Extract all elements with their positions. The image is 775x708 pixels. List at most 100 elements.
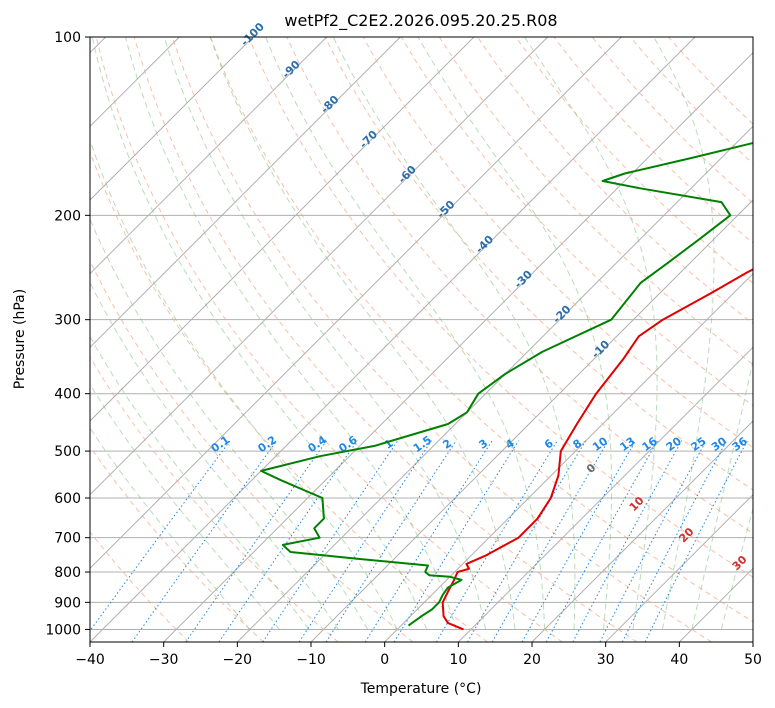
mixing-ratio-line <box>393 440 520 642</box>
moist-adiabat <box>90 427 251 630</box>
mixing-ratio-line <box>491 440 609 642</box>
isotherm-line <box>90 37 696 642</box>
moist-adiabat <box>720 506 753 630</box>
mixing-ratio-label: 3 <box>477 437 491 452</box>
mixing-ratio-line <box>325 440 457 642</box>
isotherm-line <box>310 199 753 642</box>
moist-adiabat <box>90 335 310 630</box>
moist-adiabat <box>125 37 457 630</box>
dry-adiabat <box>90 531 190 642</box>
temperature-profile <box>441 268 753 631</box>
mixing-ratio-line <box>572 440 683 642</box>
x-tick-label: 40 <box>670 652 688 668</box>
moist-adiabat <box>90 217 369 630</box>
dry-adiabat <box>248 37 753 578</box>
dry-adiabat <box>668 37 753 125</box>
moist-adiabat-label: 20 <box>676 525 696 545</box>
y-tick-label: 800 <box>54 565 81 581</box>
y-tick-label: 900 <box>54 595 81 611</box>
dry-adiabat-label: -50 <box>434 198 457 221</box>
x-tick-label: 50 <box>744 652 762 668</box>
moist-adiabat <box>691 358 753 630</box>
dry-adiabat <box>133 37 638 642</box>
dry-adiabat <box>400 37 753 407</box>
isotherm-line <box>752 641 753 642</box>
isotherm-line <box>90 37 328 275</box>
dry-adiabat-label: -70 <box>357 128 380 151</box>
isotherm-line <box>678 567 753 642</box>
dry-adiabat-label: -10 <box>589 338 612 361</box>
mixing-ratio-label: 6 <box>542 437 556 452</box>
isotherm-line <box>457 346 753 642</box>
y-tick-label: 300 <box>54 313 81 329</box>
mixing-ratio-line <box>364 440 493 642</box>
isotherm-line <box>90 37 549 496</box>
mixing-ratio-label: 1.5 <box>411 433 434 455</box>
dry-adiabat-label: -80 <box>318 93 341 116</box>
profiles <box>260 141 753 631</box>
isotherm-line <box>236 125 753 642</box>
dry-adiabat <box>515 37 753 284</box>
dry-adiabat <box>171 37 712 642</box>
mixing-ratio-line <box>131 440 278 642</box>
chart-title: wetPf2_C2E2.2026.095.20.25.R08 <box>284 11 557 31</box>
x-axis: −40 −30 −20 −10 0 10 20 30 40 50 <box>75 642 762 668</box>
x-tick-label: −40 <box>75 652 105 668</box>
mixing-ratio-label: 2 <box>440 437 454 452</box>
moist-adiabat <box>332 37 576 630</box>
isotherm-line <box>90 37 254 201</box>
isotherm-line <box>605 493 753 642</box>
mixing-ratio-label: 0.4 <box>306 433 330 455</box>
x-tick-label: −20 <box>223 652 253 668</box>
moist-adiabat <box>653 37 715 630</box>
y-tick-label: 400 <box>54 387 81 403</box>
y-tick-label: 200 <box>54 208 81 224</box>
dry-adiabat <box>90 259 414 642</box>
isotherm-line <box>163 51 753 642</box>
moist-adiabat-label: 30 <box>730 553 750 573</box>
dry-adiabat <box>95 37 563 642</box>
isotherm-line <box>384 272 753 642</box>
mixing-ratio-line <box>262 440 399 642</box>
dry-adiabat <box>286 37 753 534</box>
isotherm-line <box>531 420 753 642</box>
plot-frame <box>89 36 754 643</box>
x-axis-title: Temperature (°C) <box>360 681 482 697</box>
dry-adiabat-label: -20 <box>550 303 573 326</box>
background-lines <box>90 37 753 642</box>
dry-adiabat <box>477 37 753 325</box>
dry-adiabat-label: -100 <box>238 20 267 49</box>
mixing-ratio-line <box>599 440 707 642</box>
moist-adiabat <box>524 37 658 630</box>
moist-adiabat <box>90 138 398 630</box>
y-tick-label: 1000 <box>45 622 81 638</box>
dewpoint-profile <box>260 141 753 627</box>
isotherm-line <box>90 37 622 570</box>
mixing-ratio-line <box>644 440 748 642</box>
y-tick-label: 500 <box>54 444 81 460</box>
isotherm-line <box>90 37 401 349</box>
moist-adiabat <box>209 37 516 630</box>
y-tick-label: 700 <box>54 531 81 547</box>
dry-adiabat <box>90 445 264 642</box>
y-axis: 100 200 300 400 500 600 700 800 900 1000 <box>45 30 90 638</box>
mixing-ratio-line <box>435 440 558 642</box>
dry-adiabat-label: -30 <box>512 268 535 291</box>
x-tick-label: 30 <box>597 652 615 668</box>
dry-adiabat <box>210 37 753 623</box>
dry-adiabat <box>591 37 753 204</box>
dry-adiabat <box>90 356 339 642</box>
mixing-ratio-line <box>467 440 587 642</box>
mixing-ratio-label: 0.2 <box>256 433 279 455</box>
moist-adiabat <box>265 37 546 630</box>
moist-adiabat <box>90 281 339 630</box>
isotherm-line <box>90 37 475 422</box>
y-axis-title: Pressure (hPa) <box>12 289 28 389</box>
x-tick-label: 10 <box>449 652 467 668</box>
moist-adiabat <box>90 383 280 630</box>
mixing-ratio-label: 0.1 <box>209 433 232 455</box>
mixing-ratio-line <box>298 440 432 642</box>
moist-adiabat-label: 10 <box>627 494 647 514</box>
y-tick-label: 600 <box>54 491 81 507</box>
